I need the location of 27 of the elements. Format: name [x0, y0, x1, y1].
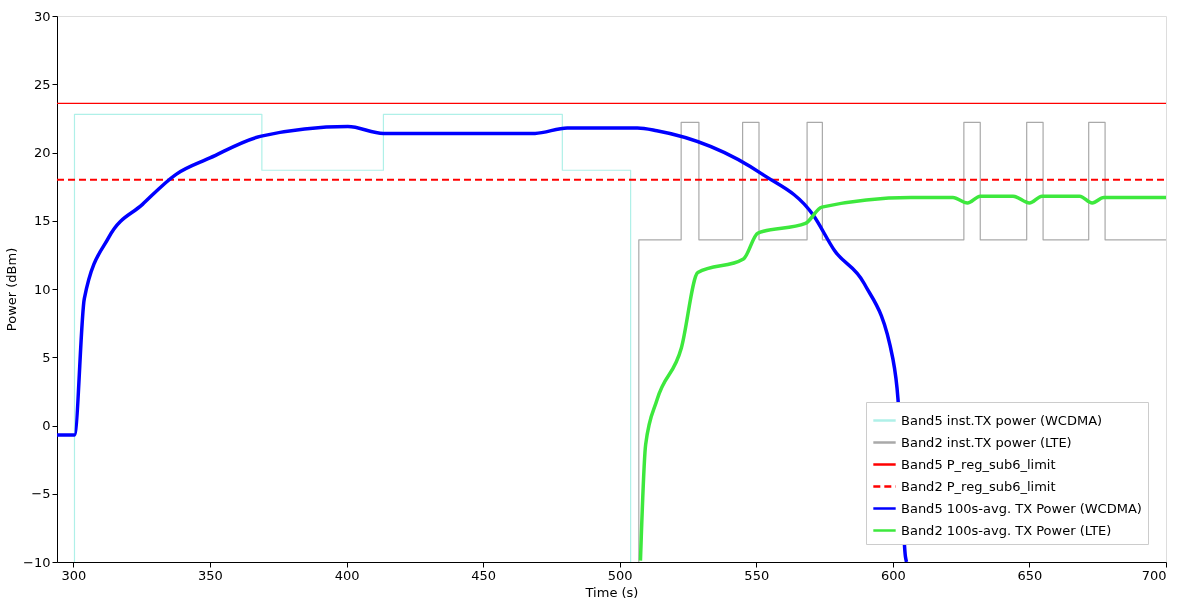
y-tick-label: −10	[23, 554, 51, 570]
x-tick-label: 600	[880, 567, 906, 583]
x-tick-label: 300	[61, 567, 87, 583]
y-tick-label: 15	[33, 213, 51, 229]
x-axis-title: Time (s)	[584, 584, 639, 600]
legend-label: Band2 100s-avg. TX Power (LTE)	[901, 522, 1112, 538]
line-series	[638, 194, 1166, 562]
legend-label: Band5 100s-avg. TX Power (WCDMA)	[901, 500, 1142, 516]
y-tick-label: 10	[33, 281, 51, 297]
y-axis-title: Power (dBm)	[4, 247, 20, 332]
legend-label: Band2 inst.TX power (LTE)	[901, 434, 1072, 450]
y-tick-label: 5	[42, 349, 51, 365]
y-tick-label: −5	[31, 486, 51, 502]
x-tick-label: 500	[607, 567, 633, 583]
x-tick-label: 650	[1017, 567, 1043, 583]
legend-label: Band5 inst.TX power (WCDMA)	[901, 412, 1103, 428]
y-tick-label: 20	[33, 145, 51, 160]
x-tick-label: 700	[1141, 567, 1167, 583]
x-tick-label: 450	[471, 567, 497, 583]
x-tick-label: 400	[334, 567, 360, 583]
legend-label: Band5 P_reg_sub6_limit	[901, 456, 1056, 472]
legend-label: Band2 P_reg_sub6_limit	[901, 478, 1056, 494]
y-tick-label: 0	[42, 418, 51, 433]
x-tick-label: 550	[744, 567, 770, 583]
y-tick-label: 25	[33, 76, 51, 92]
x-tick-label: 350	[198, 567, 223, 583]
y-tick-label: 30	[33, 8, 51, 24]
